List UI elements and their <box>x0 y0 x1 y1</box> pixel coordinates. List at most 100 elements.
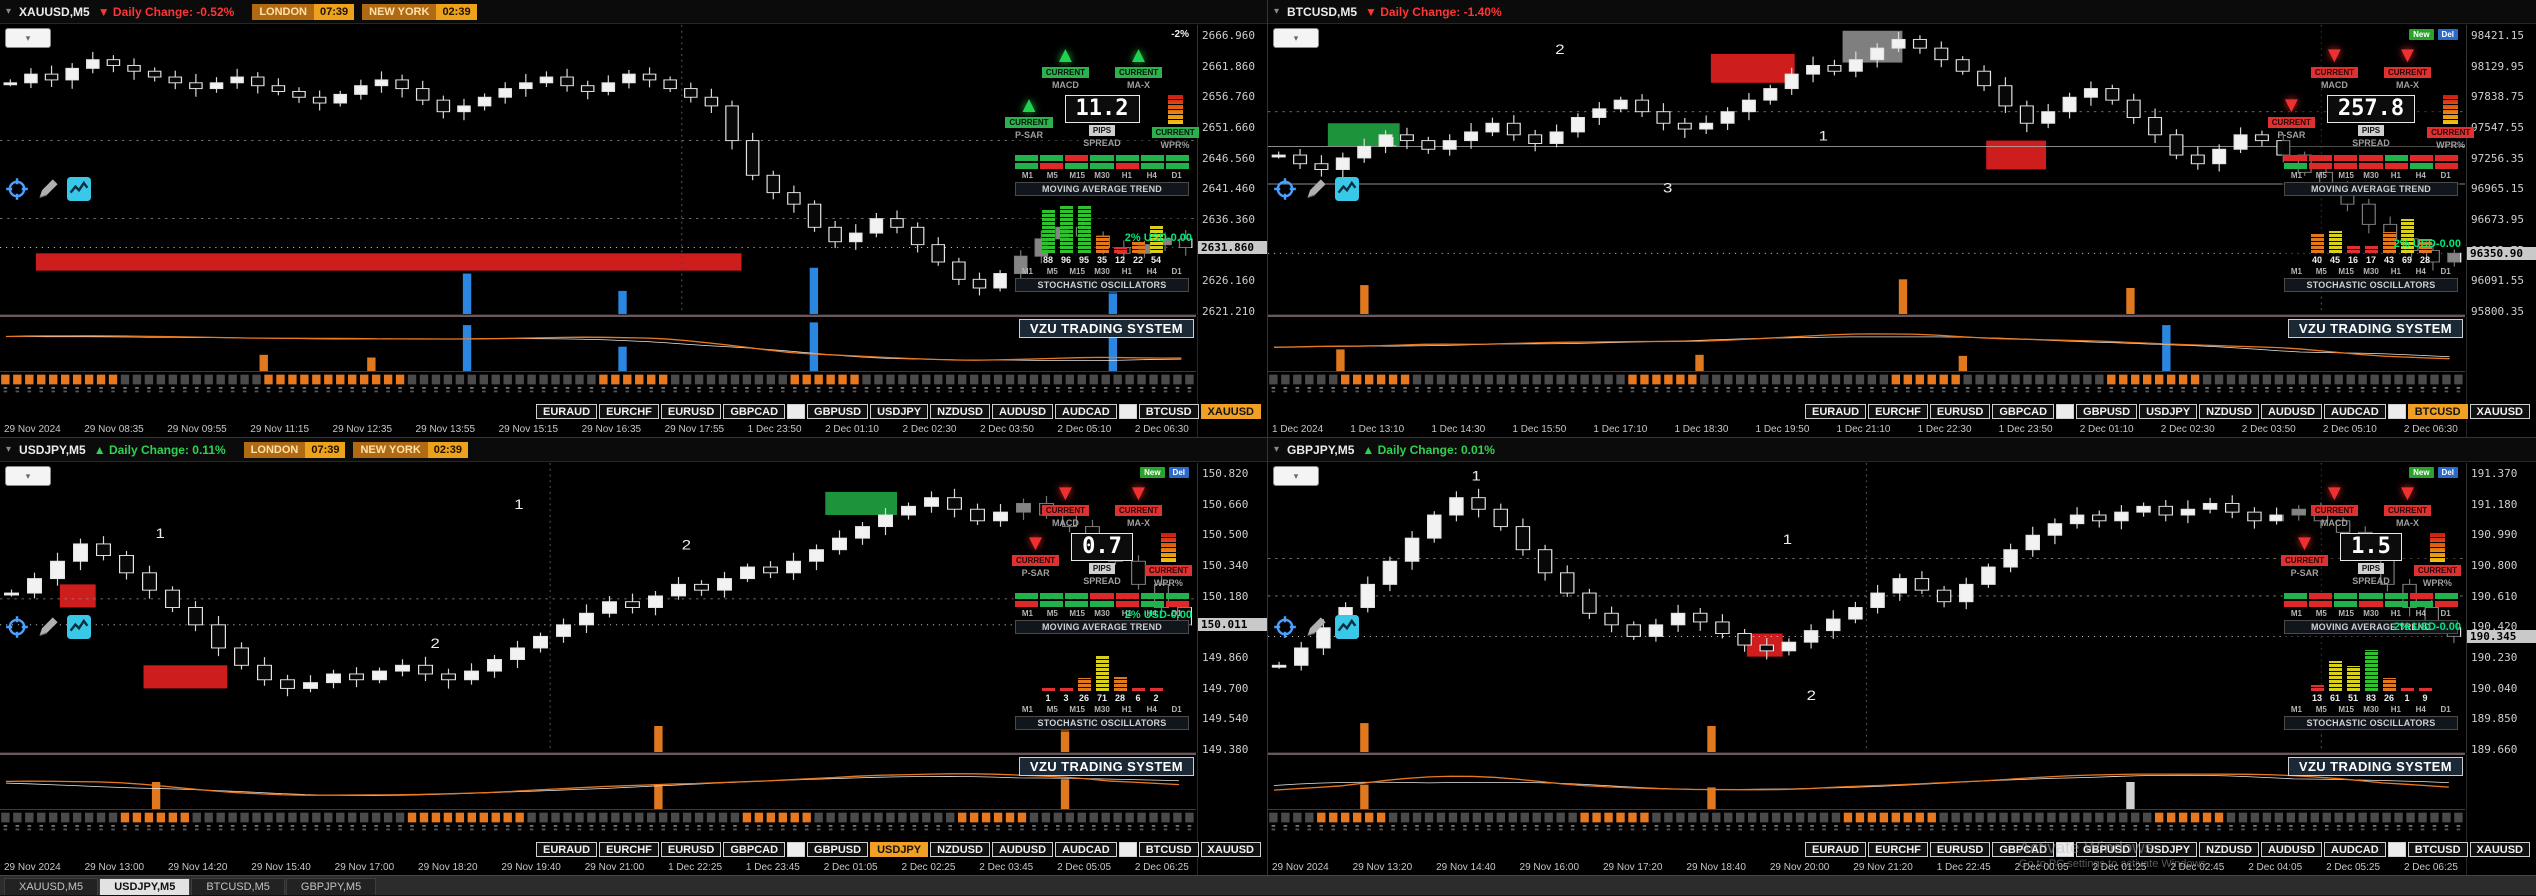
trend-ribbon-subwindow[interactable] <box>0 371 1196 395</box>
price-axis[interactable]: 150.820 150.660 150.500 150.340 150.180 150.0… <box>1197 463 1267 756</box>
pair-button[interactable]: XAUUSD <box>1200 404 1261 419</box>
pair-button[interactable]: GBPCAD <box>1992 404 2055 419</box>
pair-button[interactable]: EURCHF <box>1868 404 1928 419</box>
one-click-trading-widget[interactable]: ▾ <box>1274 467 1318 485</box>
pair-button[interactable]: GBPUSD <box>807 404 869 419</box>
pair-button[interactable]: EURUSD <box>660 842 722 857</box>
one-click-trading-widget[interactable]: ▾ <box>6 29 50 47</box>
oscillator-subwindow[interactable]: VZU TRADING SYSTEM <box>1268 315 2465 371</box>
pair-button[interactable]: USDJPY <box>2139 842 2198 857</box>
pair-button[interactable]: NZDUSD <box>2199 842 2259 857</box>
pair-button[interactable]: NZDUSD <box>930 842 990 857</box>
one-click-trading-widget[interactable]: ▾ <box>1274 29 1318 47</box>
chart-tab[interactable]: GBPJPY,M5 <box>285 878 377 895</box>
pair-button[interactable]: AUDUSD <box>2260 404 2323 419</box>
delete-order-button[interactable]: Del <box>2437 28 2458 40</box>
collapse-chevron-icon[interactable]: ▾ <box>6 444 12 455</box>
pair-button[interactable]: BTCUSD <box>1138 404 1199 419</box>
time-axis[interactable]: 29 Nov 2024 29 Nov 13:00 29 Nov 14:20 29 No… <box>4 862 1189 873</box>
price-chart[interactable]: 1 1 2 ▾ 2% USD-0.00 <box>1268 463 2465 753</box>
crosshair-tool-icon[interactable] <box>1273 615 1297 639</box>
pair-button[interactable]: AUDUSD <box>991 842 1054 857</box>
pair-button[interactable]: GBPUSD <box>2076 842 2138 857</box>
pair-button[interactable]: GBPUSD <box>2076 404 2138 419</box>
pair-button[interactable]: AUDCAD <box>2324 404 2386 419</box>
pair-button[interactable]: USDJPY <box>870 842 929 857</box>
one-click-trading-widget[interactable]: ▾ <box>6 467 50 485</box>
time-label: 2 Dec 06:25 <box>1134 862 1189 873</box>
time-label: 29 Nov 15:15 <box>498 424 559 435</box>
pair-button[interactable]: EURAUD <box>536 404 598 419</box>
draw-tool-icon[interactable] <box>36 177 60 201</box>
pair-button[interactable]: NZDUSD <box>2199 404 2259 419</box>
pair-button[interactable]: BTCUSD <box>2407 842 2468 857</box>
trend-ribbon-subwindow[interactable] <box>1268 371 2465 395</box>
draw-tool-icon[interactable] <box>1304 615 1328 639</box>
price-chart[interactable]: ▾ 2% USD-0.00 <box>0 25 1196 315</box>
pair-button[interactable]: EURCHF <box>599 842 659 857</box>
new-order-button[interactable]: New <box>2409 28 2434 40</box>
draw-tool-icon[interactable] <box>36 615 60 639</box>
chart-tool-icon[interactable] <box>1335 177 1359 201</box>
time-axis[interactable]: 1 Dec 2024 1 Dec 13:10 1 Dec 14:30 1 Dec 15… <box>1272 424 2458 435</box>
pair-button[interactable]: NZDUSD <box>930 404 990 419</box>
oscillator-subwindow[interactable]: VZU TRADING SYSTEM <box>0 315 1196 371</box>
pair-button[interactable]: USDJPY <box>870 404 929 419</box>
chart-tab[interactable]: BTCUSD,M5 <box>191 878 285 895</box>
chart-tab[interactable]: XAUUSD,M5 <box>4 878 99 895</box>
pair-button[interactable]: BTCUSD <box>2407 404 2468 419</box>
pair-button[interactable]: EURAUD <box>1805 404 1867 419</box>
pair-button[interactable]: GBPCAD <box>723 404 786 419</box>
chart-tool-icon[interactable] <box>67 177 91 201</box>
pair-button[interactable]: EURUSD <box>1929 404 1991 419</box>
price-axis[interactable]: 191.370 191.180 190.990 190.800 190.610 190.4… <box>2466 463 2536 756</box>
time-label: 2 Dec 06:30 <box>1134 424 1189 435</box>
price-axis[interactable]: 2666.960 2661.860 2656.760 2651.660 2646.560… <box>1197 25 1267 318</box>
pair-button[interactable]: EURUSD <box>1929 842 1991 857</box>
ma-x-caption: MA-X <box>2396 518 2420 528</box>
draw-tool-icon[interactable] <box>1304 177 1328 201</box>
pair-button[interactable]: EURUSD <box>660 404 722 419</box>
new-order-button[interactable]: New <box>2409 466 2434 478</box>
crosshair-tool-icon[interactable] <box>5 177 29 201</box>
pair-button[interactable]: XAUUSD <box>2469 404 2530 419</box>
chart-tool-icon[interactable] <box>67 615 91 639</box>
collapse-chevron-icon[interactable]: ▾ <box>1274 6 1280 17</box>
price-chart[interactable]: 1 2 3 1 ▾ 2% USD-0.00 <box>1268 25 2465 315</box>
time-label: 2 Dec 05:05 <box>1057 862 1112 873</box>
oscillator-subwindow[interactable]: VZU TRADING SYSTEM <box>1268 753 2465 809</box>
pair-button[interactable]: AUDUSD <box>2260 842 2323 857</box>
pair-button[interactable]: GBPUSD <box>807 842 869 857</box>
trend-ribbon-subwindow[interactable] <box>1268 809 2465 833</box>
pair-button[interactable]: EURAUD <box>1805 842 1867 857</box>
collapse-chevron-icon[interactable]: ▾ <box>6 6 12 17</box>
pair-button[interactable]: AUDCAD <box>1055 842 1117 857</box>
delete-order-button[interactable]: Del <box>1168 466 1189 478</box>
pair-button[interactable]: XAUUSD <box>2469 842 2530 857</box>
chart-tool-icon[interactable] <box>1335 615 1359 639</box>
price-axis[interactable]: 98421.15 98129.95 97838.75 97547.55 97256.35… <box>2466 25 2536 318</box>
crosshair-tool-icon[interactable] <box>5 615 29 639</box>
pair-button[interactable]: USDJPY <box>2139 404 2198 419</box>
collapse-chevron-icon[interactable]: ▾ <box>1274 444 1280 455</box>
delete-order-button[interactable]: Del <box>2437 466 2458 478</box>
pair-button[interactable]: AUDUSD <box>991 404 1054 419</box>
chart-tab[interactable]: USDJPY,M5 <box>99 878 191 895</box>
time-axis[interactable]: 29 Nov 2024 29 Nov 13:20 29 Nov 14:40 29 No… <box>1272 862 2458 873</box>
new-order-button[interactable]: New <box>1140 466 1165 478</box>
pair-button[interactable]: EURAUD <box>536 842 598 857</box>
pair-button[interactable]: XAUUSD <box>1200 842 1261 857</box>
pair-button[interactable]: GBPCAD <box>723 842 786 857</box>
trend-ribbon-subwindow[interactable] <box>0 809 1196 833</box>
pair-button[interactable]: AUDCAD <box>1055 404 1117 419</box>
pair-button[interactable]: AUDCAD <box>2324 842 2386 857</box>
pair-button[interactable]: GBPCAD <box>1992 842 2055 857</box>
oscillator-subwindow[interactable]: VZU TRADING SYSTEM <box>0 753 1196 809</box>
pair-button[interactable]: EURCHF <box>599 404 659 419</box>
pair-button[interactable]: BTCUSD <box>1138 842 1199 857</box>
time-axis[interactable]: 29 Nov 2024 29 Nov 08:35 29 Nov 09:55 29 No… <box>4 424 1189 435</box>
crosshair-tool-icon[interactable] <box>1273 177 1297 201</box>
pair-button[interactable]: EURCHF <box>1868 842 1928 857</box>
ma-trend-cell <box>1165 601 1189 607</box>
pair-row-spacer <box>1118 842 1137 857</box>
